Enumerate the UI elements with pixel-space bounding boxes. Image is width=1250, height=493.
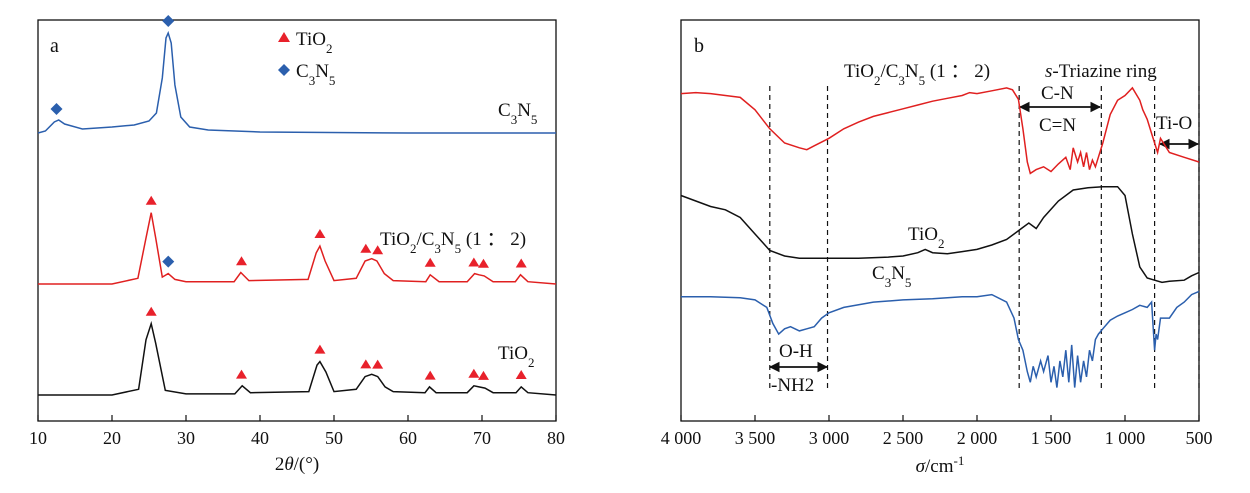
tio2-peak-marker xyxy=(372,245,384,255)
x-tick-label-a: 40 xyxy=(251,428,269,448)
x-tick-label-b: 3 000 xyxy=(809,428,850,448)
x-tick-label-a: 20 xyxy=(103,428,121,448)
nh2-label: -NH2 xyxy=(771,375,814,396)
triazine-label: s-Triazine ring xyxy=(1045,61,1157,82)
series-line-b-0 xyxy=(680,86,1200,175)
panel-a-label: a xyxy=(50,35,59,57)
series-line-a-2 xyxy=(38,320,557,396)
legend-tio2-marker xyxy=(278,32,290,42)
c3n5-peak-marker xyxy=(162,15,175,27)
tio2-peak-marker xyxy=(468,257,480,267)
tio2-peak-marker xyxy=(145,195,157,205)
legend-a: TiO2 C3N5 xyxy=(278,29,335,88)
x-tick-label-a: 30 xyxy=(177,428,195,448)
label-composite-b: TiO2/C3N5 (1 ： 2) xyxy=(844,61,990,88)
c3n5-peak-marker xyxy=(162,255,175,268)
x-tick-label-a: 70 xyxy=(473,428,491,448)
tio2-peak-marker xyxy=(515,369,527,379)
x-tick-label-b: 2 000 xyxy=(957,428,998,448)
x-tick-label-a: 10 xyxy=(29,428,47,448)
x-tick-label-a: 60 xyxy=(399,428,417,448)
x-axis-title-b: σ/cm-1 xyxy=(916,453,965,478)
c3n5-peak-marker xyxy=(50,103,63,115)
tio2-peak-marker xyxy=(468,368,480,378)
panel-b-frame xyxy=(680,19,1200,422)
x-tick-label-b: 1 500 xyxy=(1031,428,1072,448)
ceqn-label: C=N xyxy=(1039,115,1076,136)
series-line-b-2 xyxy=(681,290,1200,388)
cn-label: C-N xyxy=(1041,83,1074,104)
tio2-peak-marker xyxy=(372,359,384,369)
x-tick-label-b: 3 500 xyxy=(735,428,776,448)
legend-tio2-label: TiO2 xyxy=(296,29,332,56)
tio2-peak-marker xyxy=(314,229,326,239)
tio2-peak-marker xyxy=(236,256,247,266)
legend-c3n5-label: C3N5 xyxy=(296,61,335,88)
tio2-peak-marker xyxy=(360,359,372,369)
label-composite-a: TiO2/C3N5 (1 ： 2) xyxy=(380,229,526,256)
tio2-peak-marker xyxy=(360,243,372,253)
x-tick-label-b: 1 000 xyxy=(1105,428,1146,448)
x-tick-label-a: 80 xyxy=(547,428,565,448)
panel-a-frame xyxy=(37,19,557,422)
legend-c3n5-marker xyxy=(278,64,290,76)
tio2-peak-marker xyxy=(424,370,436,380)
series-line-a-1 xyxy=(38,212,557,285)
series-line-a-0 xyxy=(37,30,556,134)
tio2-peak-marker xyxy=(314,344,326,354)
tio2-peak-marker xyxy=(477,370,489,380)
tio2-peak-marker xyxy=(145,306,157,316)
x-tick-label-b: 2 500 xyxy=(883,428,924,448)
tio2-peak-marker xyxy=(236,369,247,379)
panel-a-xrd: a TiO2 C3N5 C3N5 TiO2/C3N5 (1 ： 2) TiO2 … xyxy=(29,15,565,475)
x-axis-title-a: 2θ/(°) xyxy=(275,454,319,475)
label-tio2-a: TiO2 xyxy=(498,343,534,370)
x-tick-label-a: 50 xyxy=(325,428,343,448)
label-tio2-b: TiO2 xyxy=(908,224,944,251)
label-c3n5-a: C3N5 xyxy=(498,100,537,127)
label-c3n5-b: C3N5 xyxy=(872,263,911,290)
x-tick-label-b: 4 000 xyxy=(661,428,702,448)
tio2-peak-marker xyxy=(515,258,527,268)
oh-label: O-H xyxy=(779,341,813,362)
panel-b-ftir: b TiO2/C3N5 (1 ： 2) s-Triazine ring C-N … xyxy=(661,19,1213,478)
tio2-peak-marker xyxy=(477,258,489,268)
tio2-peak-marker xyxy=(424,257,436,267)
x-tick-label-b: 500 xyxy=(1186,428,1213,448)
tio-label: Ti-O xyxy=(1156,113,1192,134)
panel-b-label: b xyxy=(694,35,704,57)
series-line-b-1 xyxy=(680,185,1200,284)
